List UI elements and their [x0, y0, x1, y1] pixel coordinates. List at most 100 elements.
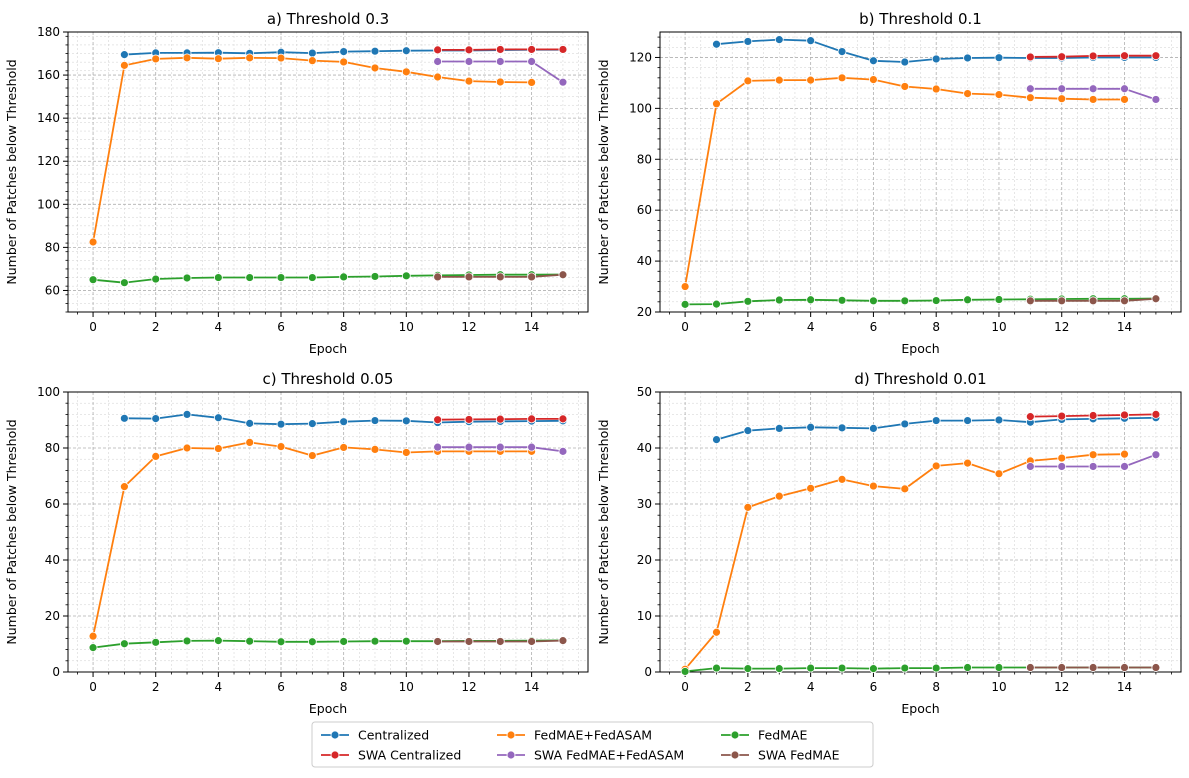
- data-point: [401, 636, 411, 646]
- data-point: [1057, 94, 1067, 104]
- data-point: [931, 84, 941, 94]
- data-point: [182, 409, 192, 419]
- data-point: [245, 437, 255, 447]
- data-point: [495, 442, 505, 452]
- x-tick-label: 14: [1117, 680, 1132, 694]
- legend-item-fedmae-fedasam: FedMAE+FedASAM: [497, 728, 652, 743]
- data-point: [433, 72, 443, 82]
- data-point: [994, 663, 1004, 672]
- data-point: [994, 415, 1004, 425]
- legend-marker: [730, 730, 740, 740]
- legend-label: FedMAE: [758, 728, 807, 743]
- legend-label: SWA Centralized: [358, 748, 461, 763]
- x-tick-label: 8: [340, 680, 348, 694]
- x-tick-label: 2: [152, 680, 160, 694]
- data-point: [276, 273, 286, 282]
- x-tick-label: 6: [870, 680, 878, 694]
- x-axis: 0 2 4 6 8 10 12 14 Epoch: [669, 312, 1172, 356]
- series-line: [93, 273, 563, 284]
- data-point: [1120, 462, 1129, 471]
- legend-label: FedMAE+FedASAM: [534, 728, 652, 743]
- data-point: [869, 296, 878, 306]
- data-point: [1120, 449, 1129, 459]
- series-swa-fedmae: [1025, 294, 1161, 306]
- data-point: [527, 442, 537, 452]
- data-point: [307, 48, 317, 58]
- data-point: [1088, 296, 1098, 306]
- data-point: [558, 270, 568, 280]
- legend-marker: [330, 730, 340, 740]
- data-point: [339, 272, 349, 282]
- x-tick-label: 10: [991, 680, 1006, 694]
- data-point: [182, 443, 192, 453]
- data-point: [339, 57, 349, 67]
- grid: [68, 31, 588, 313]
- y-tick-label: 80: [637, 152, 652, 166]
- data-point: [213, 444, 223, 453]
- x-tick-label: 12: [461, 680, 476, 694]
- data-point: [837, 423, 847, 433]
- data-point: [464, 76, 474, 86]
- data-point: [1025, 412, 1035, 422]
- y-tick-label: 100: [37, 385, 60, 399]
- data-point: [370, 636, 380, 646]
- data-point: [88, 631, 98, 641]
- y-tick-label: 100: [37, 197, 60, 211]
- x-axis: 0 2 4 6 8 10 12 14 Epoch: [76, 672, 580, 716]
- data-point: [276, 53, 286, 63]
- data-point: [88, 643, 98, 653]
- y-tick-label: 10: [637, 609, 652, 623]
- y-tick-label: 160: [37, 68, 60, 82]
- data-point: [495, 45, 505, 54]
- data-point: [1025, 462, 1035, 471]
- series-fedmae-fedasam: [88, 53, 537, 247]
- y-tick-label: 40: [45, 553, 60, 567]
- data-point: [213, 636, 223, 646]
- data-point: [370, 416, 380, 425]
- data-point: [88, 237, 98, 247]
- data-point: [245, 273, 255, 282]
- x-tick-label: 4: [807, 680, 815, 694]
- data-point: [774, 664, 784, 674]
- data-point: [527, 414, 537, 424]
- data-point: [994, 90, 1004, 100]
- data-point: [806, 75, 816, 85]
- data-point: [712, 435, 721, 445]
- x-tick-label: 6: [277, 320, 285, 334]
- legend-marker: [506, 730, 516, 740]
- legend-marker: [730, 750, 740, 760]
- data-point: [1025, 93, 1035, 103]
- data-point: [806, 483, 816, 493]
- chart-title: b) Threshold 0.1: [859, 10, 982, 28]
- y-axis-label: Number of Patches below Threshold: [4, 59, 19, 284]
- data-point: [994, 469, 1004, 479]
- data-point: [464, 45, 474, 55]
- x-tick-label: 2: [744, 680, 752, 694]
- data-point: [182, 636, 192, 646]
- chart-title: a) Threshold 0.3: [267, 10, 389, 28]
- x-tick-label: 0: [681, 320, 689, 334]
- data-point: [527, 45, 537, 54]
- x-tick-label: 10: [991, 320, 1006, 334]
- data-point: [558, 446, 568, 456]
- y-tick-label: 0: [644, 665, 652, 679]
- y-tick-label: 80: [45, 441, 60, 455]
- y-tick-label: 80: [45, 240, 60, 254]
- data-point: [119, 60, 129, 70]
- data-point: [433, 57, 443, 66]
- data-point: [963, 458, 972, 468]
- data-point: [370, 444, 380, 454]
- x-tick-label: 6: [277, 680, 285, 694]
- data-point: [1151, 450, 1161, 460]
- series-centralized: [712, 413, 1161, 445]
- data-point: [837, 663, 847, 673]
- y-tick-label: 20: [637, 553, 652, 567]
- data-point: [1025, 84, 1035, 94]
- data-point: [401, 416, 411, 426]
- chart-title: d) Threshold 0.01: [854, 370, 986, 388]
- data-point: [869, 75, 878, 84]
- data-point: [1057, 663, 1067, 672]
- data-point: [743, 76, 753, 86]
- data-point: [869, 664, 878, 674]
- data-point: [307, 419, 317, 429]
